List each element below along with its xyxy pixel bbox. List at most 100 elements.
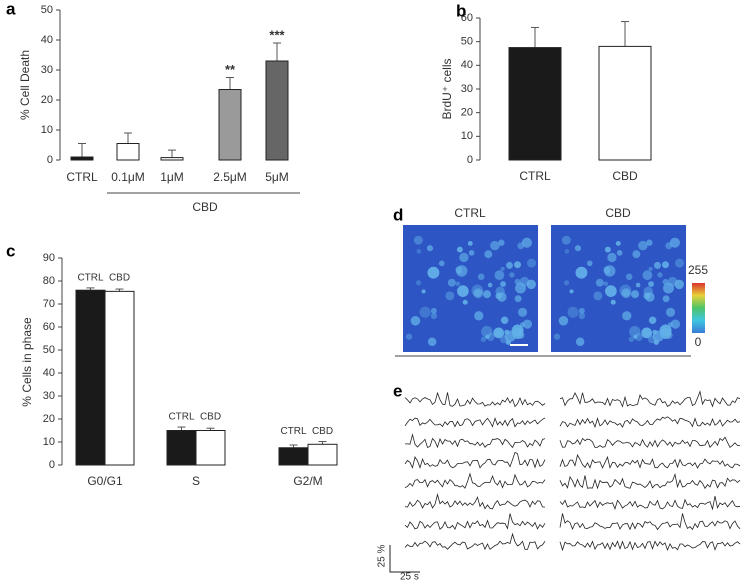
trace [404,451,546,469]
cell [616,249,623,256]
significance-label: ** [225,62,236,77]
cell [662,295,670,303]
cell [484,250,493,259]
cell [648,316,657,324]
cell [605,285,617,297]
y-tick-label: 60 [461,12,473,24]
error-bar [226,77,234,90]
series-label: CTRL [77,273,104,284]
error-bar [124,132,132,144]
cell [641,327,653,339]
cell [670,319,681,329]
cell [586,260,593,267]
cell [619,284,632,297]
cell [575,266,588,279]
cell [674,279,684,290]
cell [578,312,586,320]
cell [459,252,469,263]
cell [504,330,516,342]
trace [559,453,741,469]
bar [218,89,242,161]
x-tick-label: S [192,474,200,488]
cell [405,333,413,340]
cell [477,273,485,281]
bar [265,60,289,161]
y-tick-label: 10 [41,124,53,136]
x-tick-label: CTRL [519,169,551,183]
cell [493,327,505,339]
cell [445,291,455,301]
trace [559,472,741,490]
colorbar-label: 0 [695,335,702,349]
cell [648,266,653,271]
y-tick-label: 30 [461,83,473,95]
cell [415,280,422,286]
x-tick-label: 1μM [160,170,184,184]
scale-bars [389,545,420,573]
cell [471,284,484,297]
cell [483,290,492,299]
bar [195,430,226,466]
cell [455,281,461,286]
cell [455,266,463,274]
cell [574,245,582,252]
bar [116,143,140,161]
bar [278,447,309,466]
cell [517,307,528,317]
cell [480,336,487,343]
cell [635,282,641,288]
condition-label: CTRL [454,206,486,220]
cell [575,337,585,346]
cell [509,272,515,278]
cell [662,261,669,269]
cell [500,281,507,288]
bar [104,290,135,466]
panel-letter: d [393,205,403,224]
cell [593,291,603,301]
cell [487,282,493,288]
cell [527,258,537,268]
cell [604,246,611,253]
cell [638,240,648,251]
x-tick-label: 0.1μM [111,170,145,184]
cell [569,289,574,294]
cell [607,252,617,263]
y-tick-label: 50 [461,36,473,48]
y-tick-label: 10 [43,436,55,448]
error-bar [621,21,629,47]
x-tick-label: 5μM [265,170,289,184]
error-bar [177,426,186,431]
cell [629,325,641,338]
y-tick-label: 0 [47,154,53,166]
cell [514,295,522,303]
cell [553,333,561,340]
cell [653,339,659,345]
cell [500,316,509,324]
y-tick-label: 80 [43,275,55,287]
bar [598,45,652,161]
cell [467,240,473,246]
bar [166,430,197,466]
trace [405,433,546,449]
y-tick-label: 50 [43,344,55,356]
error-bar [78,143,86,157]
y-tick-label: 50 [41,4,53,16]
trace [404,391,546,408]
x-tick-label: CTRL [66,170,98,184]
cell [456,246,463,253]
y-tick-label: 10 [461,130,473,142]
x-tick-label: 2.5μM [213,170,247,184]
cell [468,249,475,256]
cell [505,261,513,269]
bar [307,443,338,466]
cell [603,281,609,286]
cell [485,334,490,339]
y-tick-label: 40 [43,367,55,379]
cell [500,266,505,271]
y-tick-label: 90 [43,252,55,264]
colorbar [692,283,705,333]
bar [75,289,106,466]
trace [559,513,741,531]
cell [526,279,536,290]
cell [427,266,440,279]
